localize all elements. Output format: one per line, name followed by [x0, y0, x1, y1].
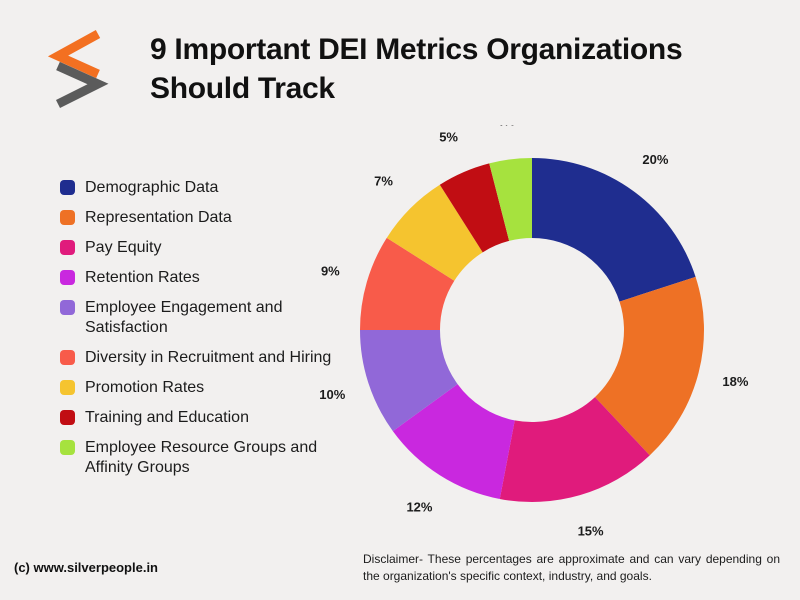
- legend-swatch: [60, 440, 75, 455]
- slice-value-label: 12%: [406, 499, 432, 514]
- legend-swatch: [60, 210, 75, 225]
- legend-swatch: [60, 380, 75, 395]
- legend-item: Pay Equity: [60, 238, 350, 258]
- donut-slice: [360, 330, 458, 432]
- legend-item: Training and Education: [60, 408, 350, 428]
- donut-slice: [532, 158, 696, 302]
- legend-label: Training and Education: [85, 409, 249, 426]
- legend-label: Promotion Rates: [85, 379, 205, 396]
- legend-swatch: [60, 350, 75, 365]
- donut-slice: [439, 163, 510, 253]
- legend-label: Employee Engagement and Satisfaction: [85, 299, 283, 336]
- legend-label: Employee Resource Groups and Affinity Gr…: [85, 439, 318, 476]
- legend-item: Promotion Rates: [60, 378, 350, 398]
- legend-label: Representation Data: [85, 209, 232, 226]
- copyright-text: (c) www.silverpeople.in: [14, 560, 158, 575]
- donut-slice: [499, 397, 650, 502]
- slice-value-label: 9%: [321, 263, 340, 278]
- legend-item: Demographic Data: [60, 178, 350, 198]
- legend-swatch: [60, 180, 75, 195]
- legend-item: Employee Resource Groups and Affinity Gr…: [60, 438, 350, 478]
- disclaimer-text: Disclaimer- These percentages are approx…: [363, 552, 780, 583]
- slice-value-label: 10%: [319, 387, 345, 402]
- legend-item: Employee Engagement and Satisfaction: [60, 298, 350, 338]
- silverpeople-s-logo-icon: [47, 30, 109, 109]
- slice-value-label: 4%: [496, 125, 515, 129]
- slice-value-label: 5%: [439, 129, 458, 144]
- slice-value-label: 20%: [642, 152, 668, 167]
- donut-slice: [594, 276, 704, 456]
- slice-value-label: 7%: [374, 174, 393, 189]
- donut-slice: [392, 384, 515, 499]
- legend-swatch: [60, 270, 75, 285]
- donut-slice: [386, 184, 483, 281]
- slice-value-label: 15%: [578, 524, 604, 539]
- legend-label: Demographic Data: [85, 179, 219, 196]
- legend-label: Retention Rates: [85, 269, 200, 286]
- legend-item: Representation Data: [60, 208, 350, 228]
- slice-value-label: 18%: [722, 374, 748, 389]
- legend-swatch: [60, 240, 75, 255]
- donut-slice: [360, 237, 455, 330]
- legend-label: Pay Equity: [85, 239, 162, 256]
- donut-chart: 20% 18% 15% 12% 10% 9% 7% 5% 4%: [319, 125, 749, 539]
- legend-label: Diversity in Recruitment and Hiring: [85, 349, 332, 366]
- donut-slice: [489, 158, 532, 241]
- page-title: 9 Important DEI Metrics Organizations Sh…: [150, 33, 683, 105]
- legend-item: Retention Rates: [60, 268, 350, 288]
- chart-legend: Demographic Data Representation Data Pay E…: [60, 178, 350, 488]
- legend-swatch: [60, 410, 75, 425]
- legend-item: Diversity in Recruitment and Hiring: [60, 348, 350, 368]
- legend-swatch: [60, 300, 75, 315]
